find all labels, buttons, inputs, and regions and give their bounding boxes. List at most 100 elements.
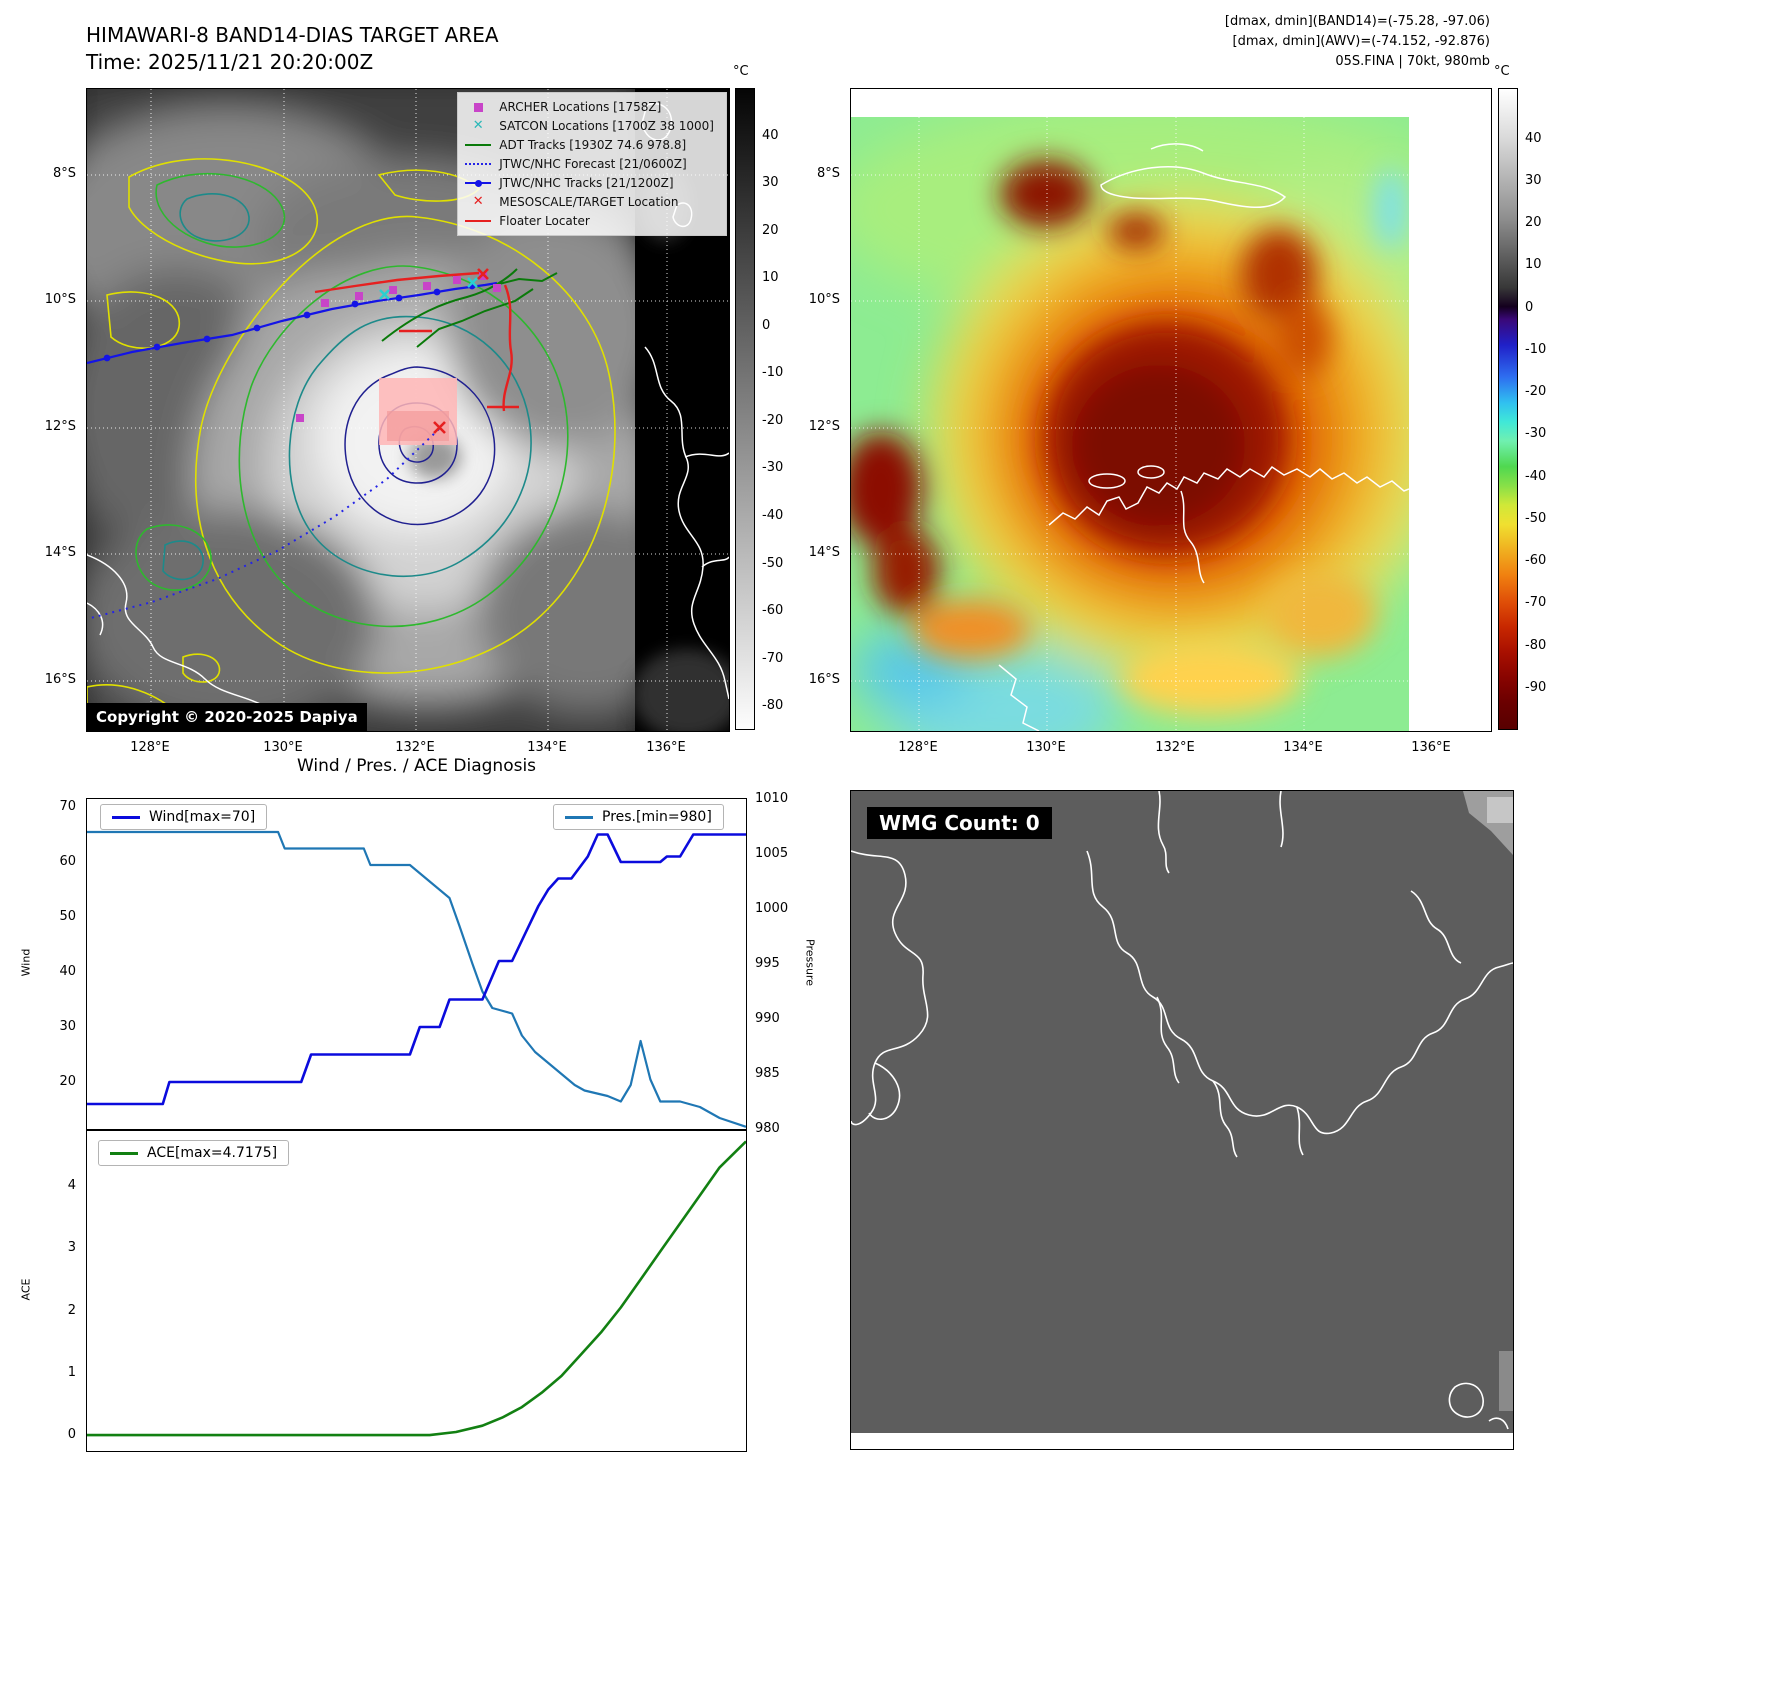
band14-colorbar-tick: -40 (762, 508, 784, 523)
band14-colorbar-tick: 40 (762, 127, 779, 143)
legend-item-mesoscale: ✕ MESOSCALE/TARGET Location (464, 195, 714, 209)
awv-cold-cores (851, 160, 1407, 715)
lon-tick-label: 132°E (395, 740, 435, 755)
lon-tick-label: 136°E (1411, 740, 1451, 755)
track-line-dot-icon (464, 179, 492, 187)
ace-tick-label: 4 (67, 1178, 76, 1194)
wind-axis-label: Wind (19, 948, 33, 977)
pressure-legend: Pres.[min=980] (553, 804, 724, 830)
pressure-axis-ticks: 980 985 990 995 1000 1005 1010 (751, 791, 797, 1136)
lon-tick-label: 128°E (130, 740, 170, 755)
band14-colorbar-tick: -60 (762, 603, 784, 619)
lat-tick-label: 12°S (44, 419, 76, 434)
legend-item-forecast: JTWC/NHC Forecast [21/0600Z] (464, 157, 714, 171)
legend-label: ADT Tracks [1930Z 74.6 978.8] (499, 138, 687, 152)
wind-line-sample (112, 815, 140, 819)
lon-tick-label: 130°E (263, 740, 303, 755)
awv-lat-axis: 8°S 10°S 12°S 14°S 16°S (798, 88, 844, 732)
band14-lon-axis: 128°E 130°E 132°E 134°E 136°E (86, 738, 730, 758)
legend-label: ARCHER Locations [1758Z] (499, 100, 662, 114)
wind-tick-label: 30 (59, 1018, 76, 1034)
awv-colorbar-tick: -30 (1525, 426, 1547, 442)
band14-colorbar-tick: -50 (762, 555, 784, 571)
lat-tick-label: 10°S (44, 292, 76, 307)
wmg-map-image (851, 791, 1513, 1449)
pressure-tick-label: 995 (755, 956, 780, 971)
lat-tick-label: 8°S (816, 166, 840, 181)
ace-plot (87, 1140, 746, 1437)
lat-tick-label: 16°S (44, 672, 76, 687)
cloud-field (87, 89, 697, 731)
ace-tick-label: 2 (67, 1302, 76, 1318)
ace-line-sample (110, 1151, 138, 1155)
band14-colorbar-tick: -30 (762, 460, 784, 476)
band14-colorbar-tick: 10 (762, 270, 779, 286)
satcon-markers (379, 277, 478, 300)
lon-tick-label: 134°E (1283, 740, 1323, 755)
wind-tick-label: 70 (59, 798, 76, 814)
awv-header: [dmax, dmin](BAND14)=(-75.28, -97.06) [d… (1225, 12, 1490, 72)
awv-colorbar-tick: -40 (1525, 468, 1547, 484)
lon-tick-label: 128°E (898, 740, 938, 755)
storm-id-intensity: 05S.FINA | 70kt, 980mb (1335, 54, 1490, 69)
wind-tick-label: 20 (59, 1073, 76, 1089)
legend-label: SATCON Locations [1700Z 38 1000] (499, 119, 714, 133)
archer-markers (296, 272, 501, 422)
floater-line-icon (464, 220, 492, 222)
legend-item-archer: ARCHER Locations [1758Z] (464, 100, 714, 114)
lat-tick-label: 14°S (808, 545, 840, 560)
legend-label: JTWC/NHC Tracks [21/1200Z] (499, 176, 674, 190)
lat-tick-label: 12°S (808, 419, 840, 434)
forecast-dotted-line-icon (464, 163, 492, 165)
band14-colorbar-tick: -20 (762, 412, 784, 428)
awv-colorbar-tick: -50 (1525, 510, 1547, 526)
pressure-tick-label: 985 (755, 1066, 780, 1081)
wind-legend: Wind[max=70] (100, 804, 268, 830)
awv-colorbar-tick: -60 (1525, 553, 1547, 569)
mesoscale-markers (433, 268, 489, 434)
awv-map (850, 88, 1492, 732)
mesoscale-x-icon: ✕ (472, 194, 484, 209)
pressure-legend-label: Pres.[min=980] (602, 809, 712, 825)
legend-item-adt: ADT Tracks [1930Z 74.6 978.8] (464, 138, 714, 152)
wind-tick-label: 50 (59, 908, 76, 924)
wind-pressure-plot (87, 830, 746, 1128)
lon-tick-label: 134°E (527, 740, 567, 755)
wind-axis-ticks: 20 30 40 50 60 70 (36, 799, 82, 1129)
legend-label: Floater Locater (499, 214, 590, 228)
ace-axis-label: ACE (19, 1278, 33, 1301)
wind-legend-label: Wind[max=70] (149, 809, 256, 825)
awv-colorbar-tick: -10 (1525, 341, 1547, 357)
dmax-dmin-band14: [dmax, dmin](BAND14)=(-75.28, -97.06) (1224, 14, 1490, 29)
band14-colorbar (735, 88, 755, 730)
band14-colorbar-unit: °C (733, 64, 749, 79)
lat-tick-label: 10°S (808, 292, 840, 307)
awv-colorbar (1498, 88, 1518, 730)
awv-colorbar-tick: 0 (1525, 299, 1534, 315)
pressure-line-sample (565, 815, 593, 819)
floater-track (314, 271, 519, 412)
wmg-map: WMG Count: 0 (850, 790, 1514, 1450)
ace-axis-ticks: 0 1 2 3 4 (36, 1131, 82, 1451)
band14-colorbar-tick: 30 (762, 175, 779, 191)
awv-colorbar-tick: -70 (1525, 595, 1547, 611)
legend-item-jtwc-track: JTWC/NHC Tracks [21/1200Z] (464, 176, 714, 190)
wind-tick-label: 40 (59, 963, 76, 979)
lon-tick-label: 136°E (646, 740, 686, 755)
contours-green (135, 172, 569, 628)
wind-line (87, 833, 746, 1106)
band14-colorbar-ticks: 40 30 20 10 0 -10 -20 -30 -40 -50 -60 -70 -80 (758, 88, 802, 730)
grid-lines-awv (851, 117, 1409, 731)
pressure-axis-label: Pressure (803, 939, 817, 986)
eye-region (409, 435, 461, 479)
band14-colorbar-tick: -80 (762, 698, 784, 714)
adt-line-icon (464, 144, 492, 146)
band14-map: ARCHER Locations [1758Z] ✕ SATCON Locatio… (86, 88, 730, 732)
wind-pressure-chart (86, 798, 747, 1130)
lon-tick-label: 130°E (1026, 740, 1066, 755)
band14-colorbar-tick: 20 (762, 222, 779, 238)
band14-colorbar-tick: 0 (762, 317, 771, 333)
jtwc-forecast-track (87, 428, 440, 620)
band14-colorbar-tick: -70 (762, 650, 784, 666)
ace-tick-label: 1 (67, 1364, 76, 1380)
